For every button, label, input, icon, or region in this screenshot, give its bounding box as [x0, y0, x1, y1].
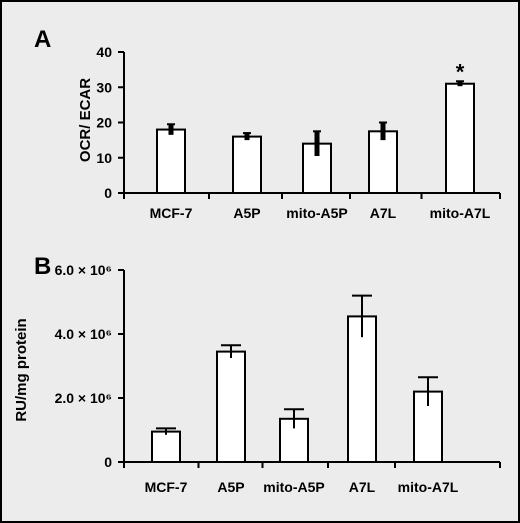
panel-a-y-axis-label: OCR/ ECAR: [77, 78, 94, 162]
panel-a-y-tick-label: 10: [96, 150, 112, 166]
panel-a-plot: 0 10 20 30 40 MCF-7 A5P mito-A5P A7L mito-A7L *: [96, 44, 501, 221]
panel-b-bar-a7l: [347, 315, 377, 463]
panel-a-x-tick-label: A7L: [370, 205, 397, 221]
panel-a-bar-mcf-7: [156, 128, 186, 195]
panel-b-x-tick-label: A7L: [349, 479, 376, 495]
panel-b-label: B: [34, 253, 51, 280]
panel-b-y-tick-label: 6.0 × 10⁶: [55, 262, 112, 278]
panel-b-plot: 0 2.0 × 10⁶ 4.0 × 10⁶ 6.0 × 10⁶ MCF-7 A5P mito…: [55, 262, 501, 495]
panel-b-y-tick-label: 2.0 × 10⁶: [55, 390, 112, 406]
panel-a-bar-a7l: [368, 130, 398, 194]
panel-b-y-tick-label: 0: [104, 454, 112, 470]
panel-a-x-tick-label: MCF-7: [150, 205, 193, 221]
panel-b-y-tick-label: 4.0 × 10⁶: [55, 326, 112, 342]
panel-a-x-tick-label: mito-A7L: [430, 205, 491, 221]
panel-a-x-tick-label: mito-A5P: [286, 205, 347, 221]
panel-a-bar-a5p: [232, 135, 262, 195]
panel-a: A OCR/ ECAR 0 10 20 30 40 MCF-7 A5P mito-A5P A7L…: [34, 26, 501, 221]
panel-b: B RU/mg protein 0 2.0 × 10⁶ 4.0 × 10⁶ 6.0 ×…: [13, 253, 501, 495]
panel-a-bar-mito-a7l: [445, 82, 475, 194]
panel-a-y-tick-label: 40: [96, 44, 112, 60]
panel-a-x-tick-label: A5P: [233, 205, 260, 221]
panel-b-x-tick-label: MCF-7: [145, 479, 188, 495]
panel-b-bar-a5p: [216, 350, 246, 464]
panel-b-y-axis-label: RU/mg protein: [13, 318, 30, 421]
panel-a-label: A: [34, 26, 51, 53]
panel-b-x-tick-label: mito-A7L: [398, 479, 459, 495]
panel-a-y-tick-label: 0: [104, 185, 112, 201]
panel-a-significance-marker: *: [456, 59, 465, 84]
panel-b-x-tick-label: mito-A5P: [263, 479, 324, 495]
panel-b-bar-mcf-7: [151, 430, 181, 464]
panel-a-y-tick-label: 30: [96, 79, 112, 95]
panel-a-y-tick-label: 20: [96, 115, 112, 131]
panel-b-x-tick-label: A5P: [217, 479, 244, 495]
